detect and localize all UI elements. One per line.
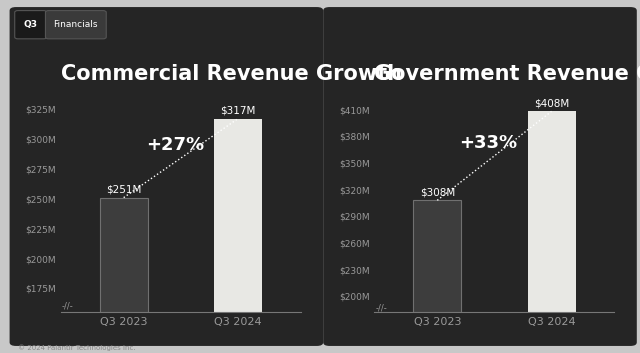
Text: Financials: Financials bbox=[54, 20, 98, 29]
Text: +27%: +27% bbox=[146, 136, 204, 154]
Bar bbox=[413, 200, 461, 353]
Text: Government Revenue Growth: Government Revenue Growth bbox=[374, 64, 640, 84]
Text: $251M: $251M bbox=[106, 184, 141, 194]
Text: Commercial Revenue Growth: Commercial Revenue Growth bbox=[61, 64, 402, 84]
Text: $317M: $317M bbox=[220, 106, 255, 115]
Text: +33%: +33% bbox=[460, 134, 518, 152]
Text: -//-: -//- bbox=[376, 304, 387, 313]
Bar bbox=[527, 111, 575, 353]
Bar bbox=[100, 198, 148, 353]
Text: -//-: -//- bbox=[62, 302, 74, 311]
Text: Q3: Q3 bbox=[24, 20, 38, 29]
Text: © 2024 Palantir Technologies Inc.: © 2024 Palantir Technologies Inc. bbox=[18, 345, 136, 351]
Bar bbox=[214, 119, 262, 353]
Text: $308M: $308M bbox=[420, 187, 455, 197]
Text: $408M: $408M bbox=[534, 98, 569, 108]
